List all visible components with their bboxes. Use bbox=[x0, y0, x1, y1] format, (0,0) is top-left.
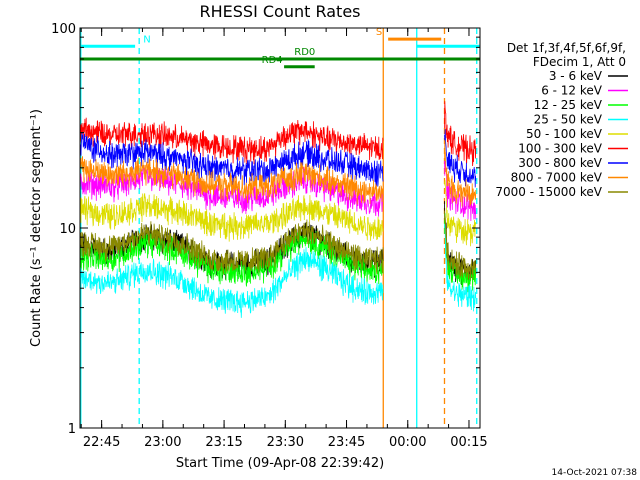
y-tick-label: 100 bbox=[51, 22, 76, 37]
date-stamp: 14-Oct-2021 07:38 bbox=[552, 468, 638, 478]
x-axis: 22:45 23:00 23:15 23:30 23:45 00:00 00:15 bbox=[80, 28, 488, 450]
y-axis-label: Count Rate (s⁻¹ detector segment⁻¹) bbox=[29, 109, 44, 347]
legend: Det 1f,3f,4f,5f,6f,9f,FDecim 1, Att 03 -… bbox=[495, 41, 628, 199]
series-line-7 bbox=[79, 140, 477, 207]
series-line-4 bbox=[79, 180, 477, 247]
legend-entry-label: 12 - 25 keV bbox=[534, 98, 603, 112]
series-line-8 bbox=[79, 210, 477, 280]
x-tick-label: 23:00 bbox=[144, 435, 181, 450]
annotation-label-4: RD4 bbox=[262, 55, 283, 66]
x-tick-label: 23:45 bbox=[328, 435, 365, 450]
legend-entry-label: 300 - 800 keV bbox=[518, 156, 602, 170]
legend-entry-label: 25 - 50 keV bbox=[534, 113, 603, 127]
y-tick-label: 10 bbox=[59, 222, 76, 237]
legend-entry-label: 800 - 7000 keV bbox=[511, 171, 603, 185]
plot-area: N S RD0 RD4 bbox=[79, 27, 480, 428]
legend-entry-label: 3 - 6 keV bbox=[549, 69, 603, 83]
annotation-label-3: RD0 bbox=[294, 47, 315, 58]
legend-entry-label: 6 - 12 keV bbox=[541, 84, 603, 98]
y-axis: 1 10 100 bbox=[51, 22, 480, 437]
series-line-3 bbox=[79, 223, 477, 318]
legend-entry-label: 50 - 100 keV bbox=[526, 127, 603, 141]
series-line-6 bbox=[79, 129, 477, 188]
x-tick-label: 00:15 bbox=[450, 435, 487, 450]
x-tick-label: 23:15 bbox=[205, 435, 242, 450]
legend-entry-label: 7000 - 15000 keV bbox=[495, 185, 602, 199]
legend-header: FDecim 1, Att 0 bbox=[533, 55, 626, 69]
legend-header: Det 1f,3f,4f,5f,6f,9f, bbox=[507, 41, 626, 55]
chart-title: RHESSI Count Rates bbox=[200, 2, 361, 21]
x-tick-label: 23:30 bbox=[267, 435, 304, 450]
y-tick-label: 1 bbox=[68, 422, 76, 437]
annotation-label-2: S bbox=[376, 27, 382, 38]
series-line-5 bbox=[79, 101, 477, 167]
legend-entry-label: 100 - 300 keV bbox=[518, 142, 602, 156]
x-tick-label: 22:45 bbox=[83, 435, 120, 450]
x-axis-label: Start Time (09-Apr-08 22:39:42) bbox=[176, 456, 384, 471]
x-tick-label: 00:00 bbox=[389, 435, 426, 450]
annotation-label-0: N bbox=[143, 34, 150, 45]
